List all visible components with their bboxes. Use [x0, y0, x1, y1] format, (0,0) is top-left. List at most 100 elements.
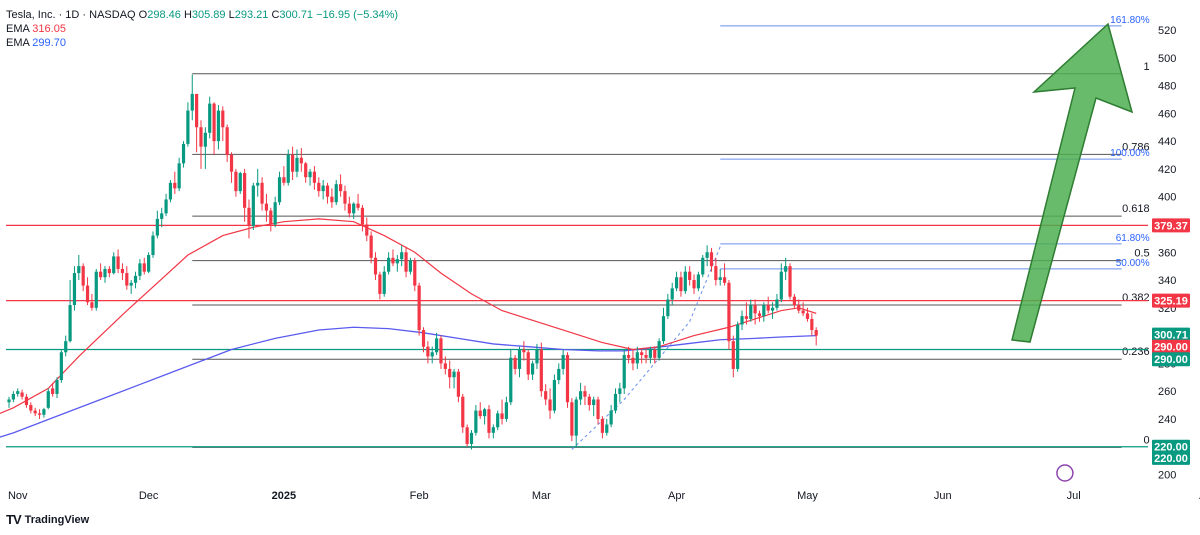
candle-body	[749, 305, 753, 319]
price-tick-label: 240	[1158, 414, 1176, 426]
candle-body	[382, 271, 386, 294]
candle-body	[596, 399, 600, 419]
candle-body	[37, 413, 42, 415]
candle-body	[587, 396, 591, 406]
price-tag-badge	[1152, 439, 1190, 454]
candle-body	[251, 185, 255, 226]
candle-body	[199, 127, 203, 147]
candle-body	[452, 371, 456, 378]
candle-body	[291, 155, 295, 172]
candle-body	[334, 184, 338, 203]
low-value: 293.21	[234, 9, 269, 21]
candle-body	[20, 392, 24, 397]
candle-body	[142, 263, 146, 272]
candle-body	[125, 273, 129, 286]
candle-body	[51, 388, 55, 394]
candle-body	[775, 299, 779, 308]
brand-name: TradingView	[24, 513, 90, 526]
candle-body	[360, 207, 365, 225]
candle-body	[727, 282, 731, 342]
tradingview-logo-icon: TV	[6, 512, 22, 527]
candle-body	[744, 316, 748, 319]
tradingview-brand[interactable]: TV TradingView	[6, 512, 89, 527]
close-label: C	[271, 9, 280, 21]
candle-body	[517, 349, 522, 369]
price-tag-badge	[1152, 327, 1190, 342]
candle-body	[557, 368, 561, 381]
price-tick-label: 520	[1158, 25, 1176, 37]
time-tick-label: Jun	[934, 490, 952, 502]
candle-body	[797, 305, 801, 311]
chart-legend: Tesla, Inc. · 1D · NASDAQ O298.46 H305.8…	[6, 8, 398, 50]
candle-body	[94, 271, 98, 308]
candle-body	[273, 202, 277, 225]
candle-body	[613, 393, 618, 411]
price-tag-badge	[1152, 218, 1190, 233]
candle-body	[11, 393, 15, 400]
candle-body	[90, 302, 94, 308]
candle-body	[168, 182, 173, 200]
fib-extension-label: 161.80%	[1110, 15, 1150, 26]
candle-body	[509, 357, 513, 403]
candle-body	[120, 268, 125, 274]
candle-body	[408, 260, 413, 272]
high-value: 305.89	[191, 9, 226, 21]
candle-body	[784, 266, 788, 272]
candle-body	[138, 263, 142, 276]
candle-body	[535, 349, 539, 364]
candle-body	[99, 271, 103, 278]
change-value: −16.95 (−5.34%)	[316, 9, 399, 21]
price-tick-label: 420	[1158, 164, 1176, 176]
ema-row-slow[interactable]: EMA 299.70	[6, 36, 398, 50]
candle-body	[264, 203, 269, 211]
candle-body	[478, 410, 482, 417]
candle-body	[46, 391, 50, 408]
ema-row-fast[interactable]: EMA 316.05	[6, 22, 398, 36]
candle-body	[404, 252, 408, 272]
candle-body	[718, 277, 722, 281]
candle-body	[439, 338, 443, 364]
candle-body	[7, 399, 11, 403]
price-tick-label: 400	[1158, 192, 1176, 204]
candle-body	[722, 277, 727, 283]
candle-body	[648, 349, 652, 358]
candle-body	[548, 399, 552, 411]
candle-body	[373, 257, 378, 275]
price-axis: 2002202402602803003203403603804004204404…	[1152, 25, 1190, 481]
price-tag-label: 325.19	[1154, 296, 1188, 308]
candle-body	[64, 341, 68, 353]
candle-body	[299, 157, 303, 164]
candle-body	[605, 424, 609, 433]
candle-body	[539, 349, 543, 392]
candle-body	[395, 259, 399, 264]
candle-body	[740, 316, 744, 325]
price-tag-label: 300.71	[1154, 330, 1188, 342]
candle-body	[277, 177, 282, 203]
candle-body	[352, 203, 356, 214]
price-tag-badge	[1152, 339, 1190, 354]
candle-body	[343, 191, 347, 204]
candle-body	[552, 380, 557, 411]
candle-body	[565, 355, 570, 403]
price-tick-label: 360	[1158, 247, 1176, 259]
candle-body	[544, 391, 548, 400]
candle-body	[186, 110, 190, 144]
candle-body	[413, 260, 417, 286]
candle-body	[456, 371, 461, 397]
candle-body	[400, 252, 404, 260]
candle-body	[766, 305, 770, 311]
price-tag-label: 220.00	[1154, 442, 1188, 454]
candle-body	[570, 402, 574, 436]
candle-body	[670, 288, 674, 300]
high-label: H	[183, 9, 192, 21]
candle-body	[151, 235, 155, 256]
candle-body	[243, 173, 247, 208]
candle-body	[644, 355, 648, 358]
candle-body	[640, 352, 644, 356]
candle-body	[653, 349, 657, 358]
candle-body	[622, 355, 626, 389]
fib-level-label: 1	[1144, 61, 1150, 73]
fib-level-label: 0.236	[1122, 346, 1150, 358]
candle-body	[430, 352, 434, 357]
